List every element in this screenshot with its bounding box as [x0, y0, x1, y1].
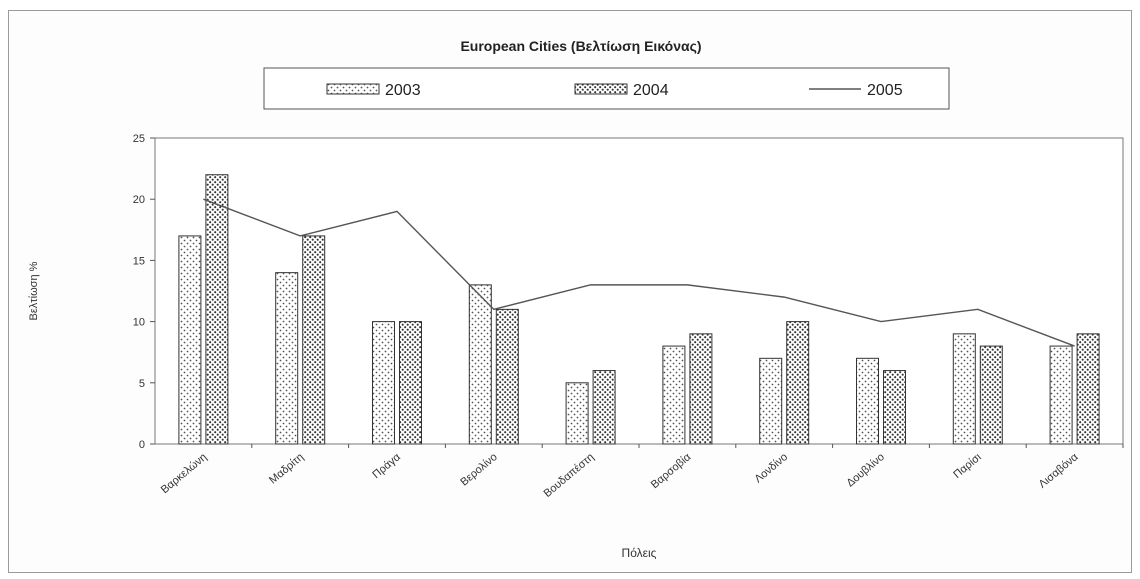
x-tick-label: Βουδαπέστη	[542, 451, 597, 500]
bar-2003	[179, 236, 201, 444]
bar-2004	[303, 236, 325, 444]
x-tick-label: Μαδρίτη	[267, 451, 306, 486]
chart-frame: European Cities (Βελτίωση Εικόνας) 2003 2…	[8, 10, 1132, 573]
bar-2004	[496, 309, 518, 444]
y-tick-label: 25	[133, 133, 145, 145]
x-tick-label: Λονδίνο	[752, 451, 790, 485]
bar-2004	[593, 371, 615, 444]
bar-2004	[787, 322, 809, 444]
y-tick-label: 15	[133, 255, 145, 267]
bar-2003	[1050, 346, 1072, 444]
x-axis-label: Πόλεις	[622, 546, 657, 560]
legend-label-2005: 2005	[867, 82, 903, 99]
bar-2004	[980, 346, 1002, 444]
bar-2003	[276, 273, 298, 444]
x-axis: Βαρκελώνη Μαδρίτη Πράγα Βερολίνο Βουδαπέστη Β…	[159, 444, 1123, 500]
x-tick-label: Βερολίνο	[458, 451, 499, 488]
bar-2003	[663, 346, 685, 444]
x-tick-label: Παρίσι	[951, 451, 984, 481]
y-axis: 0 5 10 15 20 25	[133, 133, 155, 451]
bar-2004	[884, 371, 906, 444]
bar-2003	[857, 358, 879, 444]
y-tick-label: 5	[139, 378, 145, 390]
bar-2003	[760, 358, 782, 444]
y-axis-label: Βελτίωση %	[28, 261, 40, 320]
y-tick-label: 0	[139, 439, 145, 451]
y-tick-label: 20	[133, 194, 145, 206]
bar-2003	[469, 285, 491, 444]
bar-2004	[400, 322, 422, 444]
y-tick-label: 10	[133, 317, 145, 329]
bar-2004	[1077, 334, 1099, 444]
bar-2003	[566, 383, 588, 444]
bar-2004	[206, 175, 228, 444]
x-tick-label: Λισαβόνα	[1037, 451, 1081, 491]
legend-swatch-2004	[575, 84, 627, 94]
legend-label-2004: 2004	[633, 82, 669, 99]
chart-canvas: European Cities (Βελτίωση Εικόνας) 2003 2…	[9, 11, 1133, 574]
legend-swatch-2003	[327, 84, 379, 94]
bar-2003	[953, 334, 975, 444]
chart-title: European Cities (Βελτίωση Εικόνας)	[460, 38, 701, 54]
bar-2003	[373, 322, 395, 444]
x-tick-label: Βαρκελώνη	[159, 451, 210, 496]
x-tick-label: Δουβλίνο	[844, 451, 886, 489]
bar-2004	[690, 334, 712, 444]
x-tick-label: Πράγα	[370, 451, 403, 481]
plot-area	[155, 138, 1123, 444]
legend-label-2003: 2003	[385, 82, 421, 99]
x-tick-label: Βαρσοβία	[649, 451, 694, 491]
